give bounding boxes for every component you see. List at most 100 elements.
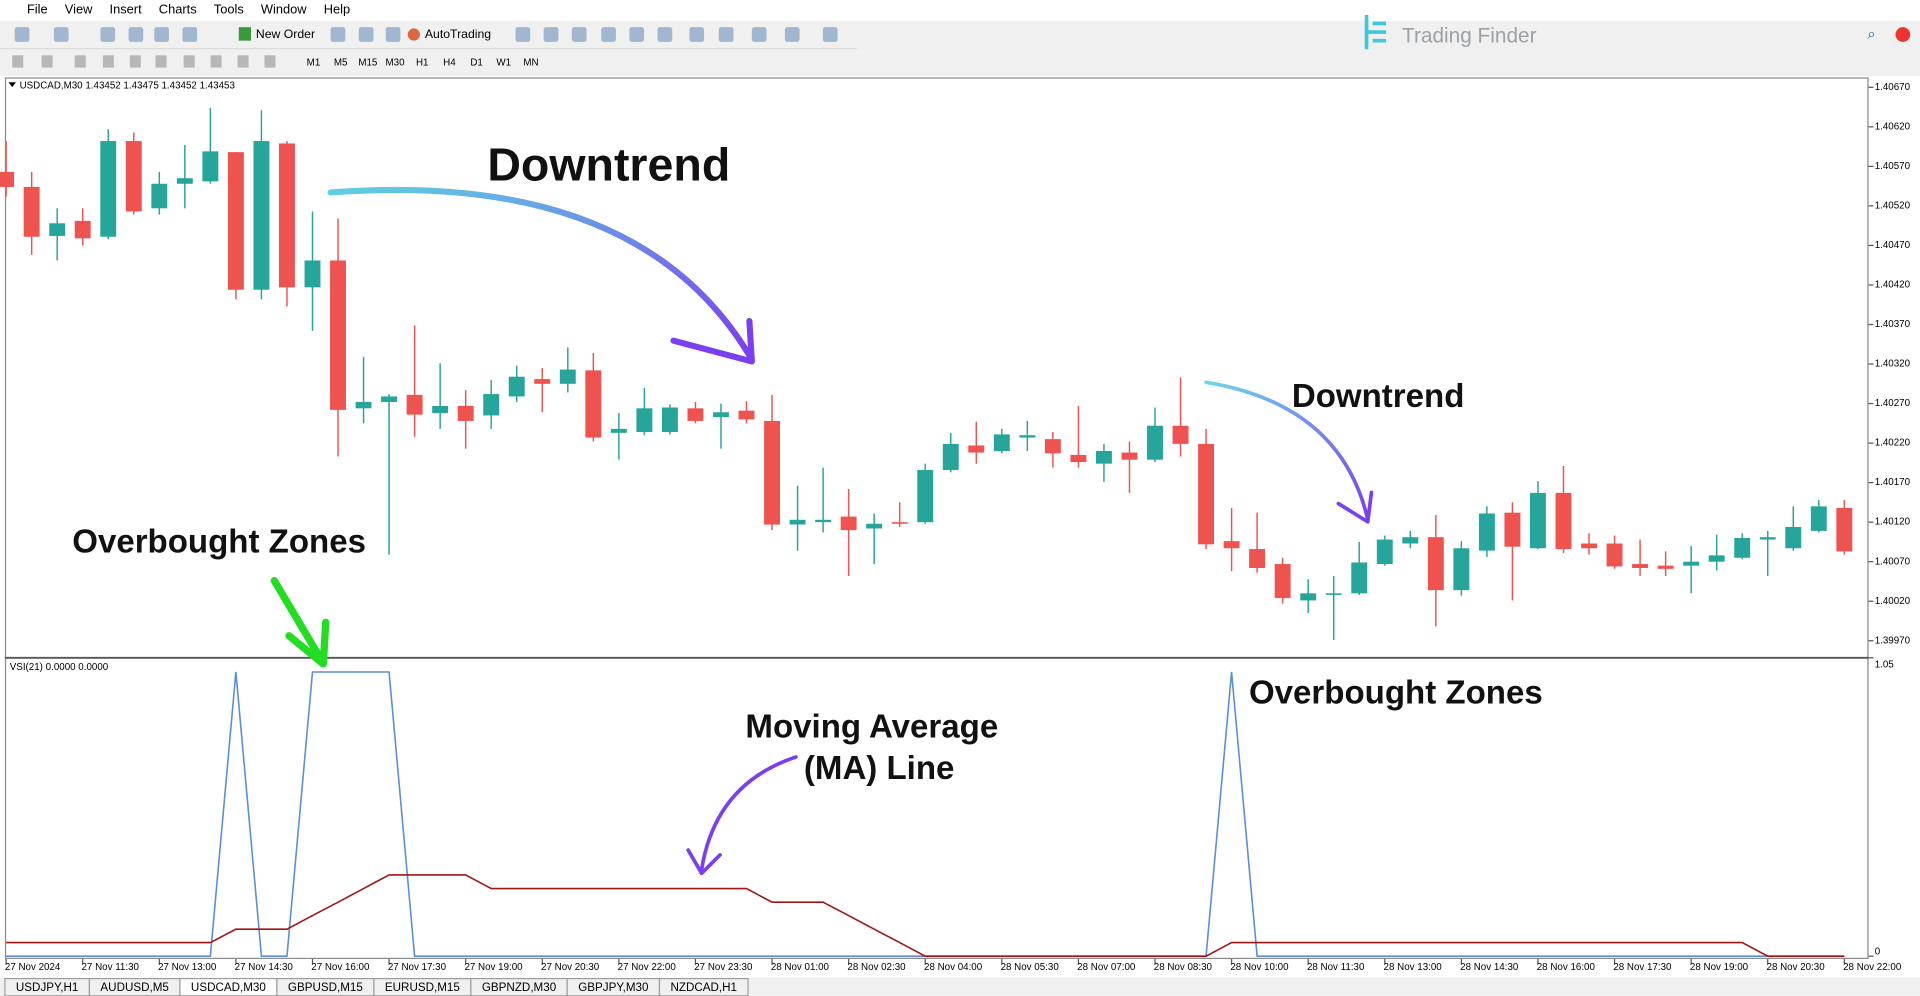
x-tick-label: 27 Nov 14:30 — [235, 962, 294, 973]
candle-body — [866, 523, 883, 529]
x-tick-label: 27 Nov 22:00 — [618, 962, 677, 973]
candle-body — [1147, 425, 1163, 460]
toolbar-icon[interactable] — [100, 27, 116, 42]
x-tick-label: 27 Nov 23:30 — [694, 962, 753, 973]
toolbar-icon[interactable] — [53, 27, 69, 42]
candle-body — [1172, 425, 1189, 444]
tab[interactable]: GBPUSD,M15 — [276, 978, 375, 996]
menu-item[interactable]: Window — [261, 1, 307, 16]
toolbar-icon[interactable] — [657, 27, 673, 42]
arrow — [699, 755, 798, 872]
tab[interactable]: NZDCAD,H1 — [658, 978, 749, 996]
drawing-tool-icon[interactable] — [237, 55, 249, 68]
tab[interactable]: GBPNZD,M30 — [470, 978, 568, 996]
tab[interactable]: GBPJPY,M30 — [566, 978, 661, 996]
toolbar-icon[interactable] — [784, 27, 800, 42]
candle-body — [1351, 562, 1368, 594]
toolbar-icon[interactable] — [571, 27, 587, 42]
timeframe-button[interactable]: MN — [523, 57, 538, 68]
toolbar-icon[interactable] — [385, 27, 401, 42]
drawing-tool-icon[interactable] — [264, 55, 276, 68]
arrow — [1204, 380, 1370, 522]
tab[interactable]: AUDUSD,M5 — [88, 978, 181, 996]
candle-body — [1555, 492, 1572, 550]
toolbar-icon[interactable] — [629, 27, 645, 42]
tab[interactable]: EURUSD,M15 — [373, 978, 472, 996]
toolbar-icon[interactable] — [751, 27, 767, 42]
menu-item[interactable]: View — [65, 1, 93, 16]
candle-body — [713, 412, 729, 418]
timeframe-button[interactable]: W1 — [496, 57, 511, 68]
timeframe-button[interactable]: H4 — [443, 57, 456, 68]
y-tick-label: 1.40270 — [1875, 398, 1911, 409]
timeframe-button[interactable]: M5 — [334, 57, 348, 68]
y-tick-label: 1.40470 — [1875, 240, 1911, 251]
candle-body — [100, 141, 117, 237]
x-tick-label: 28 Nov 17:30 — [1613, 962, 1672, 973]
menu-item[interactable]: Help — [324, 1, 350, 16]
drawing-tool-icon[interactable] — [183, 55, 195, 68]
y-tick-label: 1.40220 — [1875, 438, 1911, 449]
candle-body — [1708, 555, 1725, 562]
drawing-tool-icon[interactable] — [129, 55, 141, 68]
y-tick-label: 1.40570 — [1875, 161, 1911, 172]
candle-body — [279, 143, 295, 288]
toolbar-icon[interactable] — [14, 27, 30, 42]
candle-body — [1581, 543, 1597, 549]
toolbar-icon[interactable] — [182, 27, 198, 42]
toolbar-icon[interactable] — [358, 27, 374, 42]
menu-item[interactable]: File — [27, 1, 48, 16]
new-order-icon — [238, 27, 252, 41]
timeframe-button[interactable]: M15 — [358, 57, 378, 68]
toolbar-icon[interactable] — [689, 27, 705, 42]
drawing-tool-icon[interactable] — [12, 55, 24, 68]
timeframe-button[interactable]: M1 — [307, 57, 321, 68]
timeframe-button[interactable]: D1 — [470, 57, 483, 68]
x-tick-label: 28 Nov 05:30 — [1001, 962, 1060, 973]
annotation: Overbought Zones — [72, 524, 366, 561]
x-tick-label: 28 Nov 11:30 — [1307, 962, 1365, 973]
candle-body — [534, 379, 551, 384]
search-icon[interactable]: ⌕ — [1867, 26, 1875, 42]
drawing-tool-icon[interactable] — [155, 55, 167, 68]
logo-text: Trading Finder — [1402, 24, 1537, 47]
header-arrow — [8, 82, 16, 88]
toolbar-icon[interactable] — [718, 27, 734, 42]
menu-item[interactable]: Charts — [159, 1, 197, 16]
toolbar-icon[interactable] — [128, 27, 144, 42]
candle-body — [381, 396, 398, 402]
tab[interactable]: USDJPY,H1 — [4, 978, 91, 996]
chart-header: USDCAD,M30 1.43452 1.43475 1.43452 1.434… — [20, 81, 236, 92]
timeframe-button[interactable]: M30 — [386, 57, 406, 68]
x-tick-label: 27 Nov 2024 — [5, 962, 61, 973]
x-tick-label: 28 Nov 02:30 — [847, 962, 906, 973]
menu-item[interactable]: Tools — [214, 1, 244, 16]
toolbar-icon[interactable] — [154, 27, 169, 42]
drawing-tool-icon[interactable] — [74, 55, 86, 68]
toolbar-icon[interactable] — [330, 27, 346, 42]
annotation: Overbought Zones — [1249, 674, 1543, 711]
new-order-button[interactable]: New Order — [256, 27, 315, 41]
timeframe-button[interactable]: H1 — [416, 57, 429, 68]
toolbar-icon[interactable] — [543, 27, 559, 42]
y-tick-label: 1.40420 — [1875, 280, 1911, 291]
toolbar-icon[interactable] — [822, 27, 838, 42]
candle-body — [815, 519, 832, 523]
drawing-tool-icon[interactable] — [210, 55, 222, 68]
autotrading-button[interactable]: AutoTrading — [425, 27, 491, 41]
tab[interactable]: USDCAD,M30 — [179, 978, 278, 996]
candle-body — [202, 151, 219, 182]
toolbar-icon[interactable] — [515, 27, 531, 42]
y-tick-label: 1.40670 — [1875, 82, 1911, 93]
drawing-tool-icon[interactable] — [102, 55, 114, 68]
alert-icon[interactable] — [1895, 27, 1911, 42]
menu-item[interactable]: Insert — [110, 1, 143, 16]
toolbar-icon[interactable] — [601, 27, 616, 42]
y-tick-label: 0 — [1875, 946, 1881, 957]
drawing-tool-icon[interactable] — [41, 55, 53, 68]
arrow — [327, 186, 753, 359]
candle-body — [0, 171, 15, 187]
x-tick-label: 28 Nov 16:00 — [1537, 962, 1596, 973]
x-tick-label: 27 Nov 19:00 — [464, 962, 523, 973]
